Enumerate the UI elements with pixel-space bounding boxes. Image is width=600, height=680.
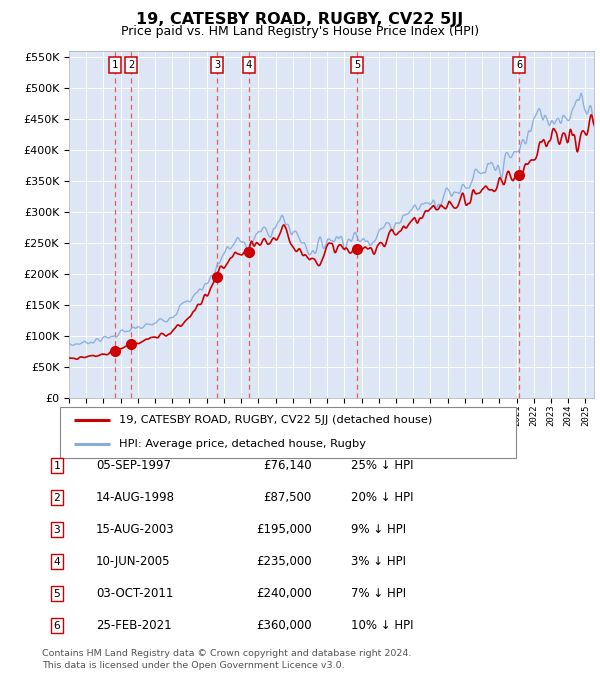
Text: 5: 5	[53, 589, 61, 598]
Text: £235,000: £235,000	[256, 555, 312, 568]
Text: 7% ↓ HPI: 7% ↓ HPI	[351, 587, 406, 600]
Text: Contains HM Land Registry data © Crown copyright and database right 2024.: Contains HM Land Registry data © Crown c…	[42, 649, 412, 658]
Text: 4: 4	[245, 60, 252, 70]
Text: 1: 1	[53, 461, 61, 471]
Text: 9% ↓ HPI: 9% ↓ HPI	[351, 523, 406, 537]
Text: 14-AUG-1998: 14-AUG-1998	[96, 491, 175, 505]
Text: 3% ↓ HPI: 3% ↓ HPI	[351, 555, 406, 568]
Text: £360,000: £360,000	[256, 619, 312, 632]
Text: 3: 3	[53, 525, 61, 534]
Text: 03-OCT-2011: 03-OCT-2011	[96, 587, 173, 600]
Text: Price paid vs. HM Land Registry's House Price Index (HPI): Price paid vs. HM Land Registry's House …	[121, 25, 479, 38]
Text: 3: 3	[214, 60, 221, 70]
Text: 25-FEB-2021: 25-FEB-2021	[96, 619, 172, 632]
Text: 5: 5	[354, 60, 361, 70]
Text: 4: 4	[53, 557, 61, 566]
Text: 1: 1	[112, 60, 118, 70]
Text: 10-JUN-2005: 10-JUN-2005	[96, 555, 170, 568]
Text: 6: 6	[516, 60, 522, 70]
Text: This data is licensed under the Open Government Licence v3.0.: This data is licensed under the Open Gov…	[42, 662, 344, 670]
Text: £87,500: £87,500	[264, 491, 312, 505]
Text: HPI: Average price, detached house, Rugby: HPI: Average price, detached house, Rugb…	[119, 439, 366, 449]
Text: 19, CATESBY ROAD, RUGBY, CV22 5JJ (detached house): 19, CATESBY ROAD, RUGBY, CV22 5JJ (detac…	[119, 415, 433, 426]
Text: 2: 2	[128, 60, 134, 70]
FancyBboxPatch shape	[60, 407, 516, 458]
Text: £195,000: £195,000	[256, 523, 312, 537]
Text: 25% ↓ HPI: 25% ↓ HPI	[351, 459, 413, 473]
Text: 05-SEP-1997: 05-SEP-1997	[96, 459, 171, 473]
Text: 6: 6	[53, 621, 61, 630]
Text: £76,140: £76,140	[263, 459, 312, 473]
Text: £240,000: £240,000	[256, 587, 312, 600]
Text: 2: 2	[53, 493, 61, 503]
Text: 19, CATESBY ROAD, RUGBY, CV22 5JJ: 19, CATESBY ROAD, RUGBY, CV22 5JJ	[136, 12, 464, 27]
Text: 20% ↓ HPI: 20% ↓ HPI	[351, 491, 413, 505]
Text: 15-AUG-2003: 15-AUG-2003	[96, 523, 175, 537]
Text: 10% ↓ HPI: 10% ↓ HPI	[351, 619, 413, 632]
